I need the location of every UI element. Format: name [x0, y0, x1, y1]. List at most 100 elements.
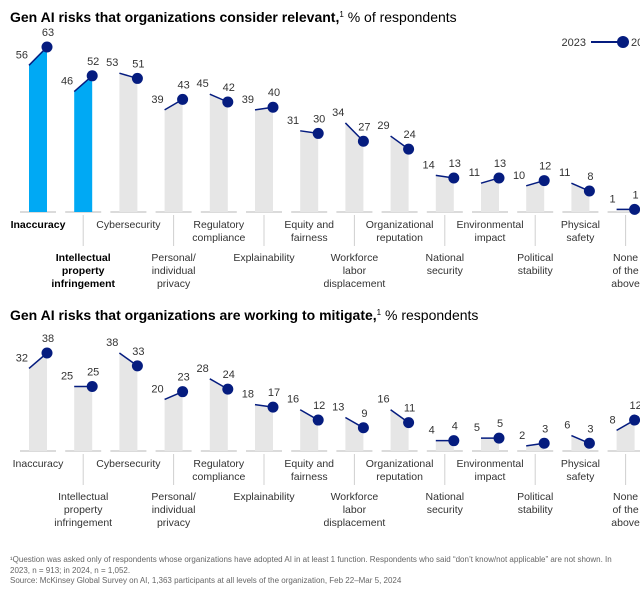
category-label: Equity and fairness — [284, 219, 334, 244]
category-group: 13 9 Workforce labor displacement — [323, 401, 385, 529]
category-group: 28 24 Regulatory compliance — [192, 363, 245, 483]
value-2023: 11 — [559, 167, 570, 179]
value-2023: 31 — [287, 115, 299, 127]
value-2024: 42 — [223, 82, 235, 94]
value-2024: 52 — [87, 56, 99, 68]
category-group: 46 52 Intellectual property infringement — [51, 56, 115, 290]
category-group: 11 8 Physical safety — [559, 167, 600, 244]
value-2024: 17 — [268, 387, 280, 399]
legend-2024-label: 2024 — [631, 37, 640, 49]
category-label: Physical safety — [561, 219, 600, 244]
category-group: 2 3 Political stability — [517, 423, 553, 516]
value-2023: 39 — [151, 94, 163, 106]
dot-2024 — [86, 381, 98, 393]
value-2024: 12 — [629, 400, 640, 412]
value-2024: 1 — [633, 189, 639, 201]
bar — [255, 107, 273, 212]
dot-2024 — [131, 360, 143, 372]
category-group: 18 17 Explainability — [233, 387, 295, 503]
dot-2024 — [448, 435, 460, 447]
category-label: Intellectual property infringement — [51, 252, 115, 290]
value-2023: 29 — [377, 120, 389, 132]
category-group: 25 25 Intellectual property infringement — [54, 367, 112, 529]
bar — [209, 94, 228, 212]
bar — [209, 378, 228, 451]
category-label: Workforce labor displacement — [323, 491, 385, 529]
bar — [164, 391, 183, 451]
category-label: Environmental impact — [456, 458, 523, 483]
bar — [345, 122, 364, 212]
dot-2024 — [222, 96, 234, 108]
category-group: 34 27 Workforce labor displacement — [323, 107, 385, 290]
value-2024: 38 — [42, 333, 54, 345]
category-label: Equity and fairness — [284, 458, 334, 483]
dot-2024 — [41, 41, 53, 53]
chart-title: Gen AI risks that organizations consider… — [10, 9, 457, 25]
category-group: 11 13 Environmental impact — [456, 158, 523, 244]
dot-2024 — [629, 414, 640, 426]
value-2023: 32 — [16, 352, 28, 364]
value-2024: 30 — [313, 113, 325, 125]
value-2024: 9 — [361, 408, 367, 420]
category-group: 16 12 Equity and fairness — [284, 394, 334, 483]
dot-2024 — [493, 172, 505, 184]
legend: 2023 2024 — [562, 36, 640, 49]
dot-2024 — [538, 437, 550, 449]
category-label: Organizational reputation — [366, 219, 434, 244]
category-group: 14 13 National security — [423, 158, 465, 277]
category-label: Inaccuracy — [11, 219, 66, 231]
value-2024: 23 — [177, 372, 189, 384]
value-2024: 4 — [452, 421, 458, 433]
dot-2024 — [267, 401, 279, 413]
category-label: National security — [426, 252, 465, 277]
dot-2024 — [131, 72, 143, 84]
value-2024: 63 — [42, 27, 54, 39]
category-group: 1 1 None of the above — [607, 189, 640, 290]
dot-2024 — [583, 437, 595, 449]
value-2023: 46 — [61, 76, 73, 88]
value-2023: 25 — [61, 371, 73, 383]
category-label: Personal/individual privacy — [151, 491, 195, 529]
dot-2024 — [403, 143, 415, 155]
value-2024: 11 — [404, 403, 415, 415]
value-2023: 38 — [106, 337, 118, 349]
value-2024: 13 — [494, 158, 506, 170]
value-2024: 13 — [449, 158, 461, 170]
category-group: 39 40 Explainability — [233, 87, 295, 264]
category-group: 32 38 Inaccuracy — [13, 333, 65, 470]
bar — [390, 136, 409, 212]
bar — [119, 353, 138, 451]
legend-dot — [617, 36, 629, 48]
category-label: Organizational reputation — [366, 458, 434, 483]
value-2024: 12 — [313, 400, 325, 412]
bar — [481, 177, 499, 212]
category-label: None of the above — [611, 252, 640, 290]
chart-2: Gen AI risks that organizations are work… — [10, 307, 640, 529]
dot-2024 — [177, 386, 189, 398]
dot-2024 — [86, 70, 98, 82]
value-2023: 6 — [564, 420, 570, 432]
value-2024: 43 — [177, 79, 189, 91]
category-group: 38 33 Cybersecurity — [96, 337, 161, 470]
value-2023: 28 — [197, 363, 209, 375]
category-label: Regulatory compliance — [192, 219, 245, 244]
category-label: Political stability — [517, 252, 553, 277]
category-group: 6 3 Physical safety — [561, 420, 600, 483]
dot-2024 — [357, 135, 369, 147]
bar — [119, 73, 138, 212]
category-group: 53 51 Cybersecurity — [96, 57, 161, 231]
value-2023: 14 — [423, 159, 435, 171]
dot-2024 — [629, 203, 640, 215]
category-group: 20 23 Personal/individual privacy — [151, 372, 196, 529]
category-label: Environmental impact — [456, 219, 523, 244]
value-2023: 56 — [16, 49, 28, 61]
bar — [255, 404, 273, 451]
dot-2024 — [448, 172, 460, 184]
value-2023: 11 — [469, 167, 480, 179]
category-label: Personal/individual privacy — [151, 252, 195, 290]
value-2024: 8 — [587, 171, 593, 183]
category-group: 10 12 Political stability — [513, 161, 554, 277]
value-2024: 24 — [223, 369, 235, 381]
dot-2024 — [41, 347, 53, 359]
